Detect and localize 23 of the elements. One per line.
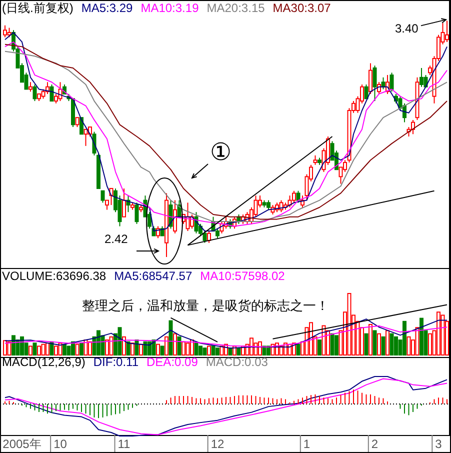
chart-title: MACD(12,26,9) [2, 355, 86, 369]
text: MACD:0.03 [206, 355, 268, 369]
text: MA20:3.15 [206, 1, 266, 15]
text: MA10:57598.02 [200, 269, 286, 283]
x-tick-label: 2005年 [2, 437, 42, 451]
text: MA10:3.19 [140, 1, 200, 15]
text: DEA:0.09 [146, 355, 198, 369]
x-tick-label: 2 [371, 437, 378, 451]
chart-title: VOLUME:63696.38 [2, 269, 106, 283]
x-tick-label: 12 [210, 437, 224, 451]
x-tick-label: 1 [303, 437, 310, 451]
annotation: 整理之后，温和放量，是吸货的标志之一！ [82, 298, 329, 313]
text: DIF:0.11 [93, 355, 139, 369]
chart-title: (日线.前复权) [2, 1, 74, 15]
x-tick-label: 3 [435, 437, 442, 451]
annotation: 3.40 [395, 22, 419, 36]
text: MA30:3.07 [272, 1, 332, 15]
x-tick-label: 11 [118, 437, 131, 451]
x-tick-label: 10 [54, 437, 68, 451]
text: MA5:68547.57 [114, 269, 192, 283]
annotation: 2.42 [104, 232, 128, 246]
annotation: ① [210, 139, 232, 166]
text: MA5:3.29 [81, 1, 134, 15]
